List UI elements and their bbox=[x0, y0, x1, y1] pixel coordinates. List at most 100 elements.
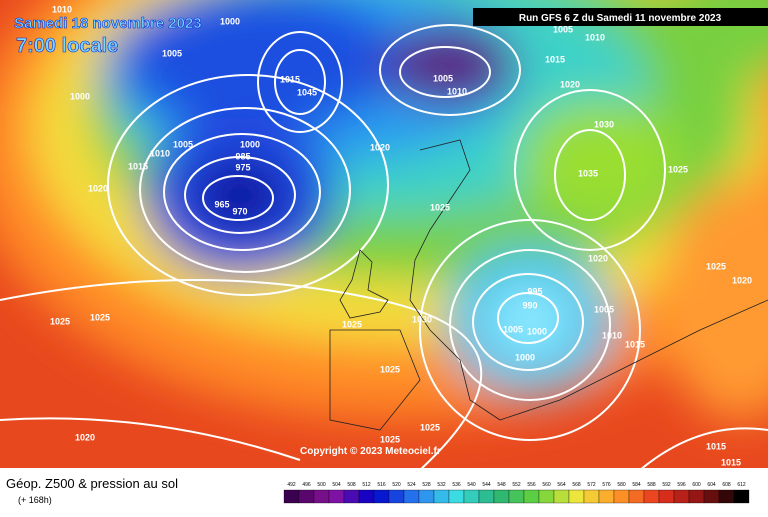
legend-label: 576 bbox=[602, 482, 611, 488]
legend-swatch bbox=[418, 489, 435, 504]
legend-swatch bbox=[373, 489, 390, 504]
isobar-label: 1025 bbox=[90, 312, 110, 322]
legend-swatch bbox=[598, 489, 615, 504]
legend-label: 536 bbox=[452, 482, 461, 488]
isobar-label: 1010 bbox=[52, 4, 72, 14]
legend-label: 544 bbox=[482, 482, 491, 488]
legend-label: 556 bbox=[527, 482, 536, 488]
isobar-label: 1020 bbox=[732, 275, 752, 285]
isobar-label: 1020 bbox=[588, 253, 608, 263]
isobar-label: 1005 bbox=[162, 48, 182, 58]
legend-swatch bbox=[298, 489, 315, 504]
isobar-label: 1000 bbox=[240, 139, 260, 149]
isobar-label: 1015 bbox=[280, 74, 300, 84]
legend-label: 592 bbox=[662, 482, 671, 488]
isobar-label: 1005 bbox=[433, 73, 453, 83]
run-info: Run GFS 6 Z du Samedi 11 novembre 2023 bbox=[519, 13, 722, 24]
legend-label: 612 bbox=[737, 482, 746, 488]
legend-swatch bbox=[478, 489, 495, 504]
isobar-label: 995 bbox=[527, 286, 542, 296]
legend-label: 520 bbox=[392, 482, 401, 488]
legend-swatch bbox=[403, 489, 420, 504]
isobar-label: 1020 bbox=[75, 432, 95, 442]
isobar-label: 1025 bbox=[380, 434, 400, 444]
legend-label: 500 bbox=[317, 482, 326, 488]
legend-label: 492 bbox=[287, 482, 296, 488]
legend-swatch bbox=[493, 489, 510, 504]
field bbox=[0, 0, 768, 468]
isobar-label: 1010 bbox=[602, 330, 622, 340]
isobar-label: 1005 bbox=[594, 304, 614, 314]
legend-swatch bbox=[673, 489, 690, 504]
isobar-label: 1005 bbox=[173, 139, 193, 149]
legend-label: 512 bbox=[362, 482, 371, 488]
legend-swatch bbox=[718, 489, 735, 504]
legend-label: 604 bbox=[707, 482, 716, 488]
isobar-label: 985 bbox=[235, 151, 250, 161]
legend-label: 600 bbox=[692, 482, 701, 488]
isobar-label: 1015 bbox=[128, 161, 148, 171]
legend-label: 588 bbox=[647, 482, 656, 488]
isobar-label: 1005 bbox=[503, 324, 523, 334]
legend-swatch bbox=[508, 489, 525, 504]
legend-swatch bbox=[583, 489, 600, 504]
isobars bbox=[0, 24, 768, 468]
isobar-label: 1010 bbox=[447, 86, 467, 96]
legend-label: 608 bbox=[722, 482, 731, 488]
legend-swatch bbox=[703, 489, 720, 504]
isobar-label: 1015 bbox=[545, 54, 565, 64]
legend-label: 516 bbox=[377, 482, 386, 488]
legend-label: 568 bbox=[572, 482, 581, 488]
legend-swatch bbox=[658, 489, 675, 504]
isobar-label: 1025 bbox=[50, 316, 70, 326]
legend-swatch bbox=[343, 489, 360, 504]
isobar-label: 1025 bbox=[380, 364, 400, 374]
legend-label: 504 bbox=[332, 482, 341, 488]
legend-label: 580 bbox=[617, 482, 626, 488]
isobar-label: 1025 bbox=[430, 202, 450, 212]
legend-label: 548 bbox=[497, 482, 506, 488]
copyright: Copyright © 2023 Meteociel.fr bbox=[300, 446, 441, 457]
legend-swatch bbox=[463, 489, 480, 504]
isobar-label: 1030 bbox=[594, 119, 614, 129]
isobar-label: 1020 bbox=[560, 79, 580, 89]
isobar-label: 1030 bbox=[412, 314, 432, 324]
isobar-label: 1010 bbox=[150, 148, 170, 158]
isobar-label: 970 bbox=[232, 206, 247, 216]
legend-swatch bbox=[688, 489, 705, 504]
isobar-label: 1045 bbox=[297, 87, 317, 97]
isobar-label: 1020 bbox=[370, 142, 390, 152]
legend-swatch bbox=[283, 489, 300, 504]
coastlines bbox=[329, 139, 768, 431]
isobar-label: 1000 bbox=[515, 352, 535, 362]
isobar-label: 990 bbox=[522, 300, 537, 310]
valid-time: 7:00 locale bbox=[16, 35, 118, 57]
isobar-label: 1015 bbox=[706, 441, 726, 451]
legend-label: 564 bbox=[557, 482, 566, 488]
isobar-label: 1025 bbox=[668, 164, 688, 174]
isobar-label: 1025 bbox=[706, 261, 726, 271]
isobar-label: 1010 bbox=[585, 32, 605, 42]
legend-label: 508 bbox=[347, 482, 356, 488]
legend-label: 532 bbox=[437, 482, 446, 488]
legend: 492 496 500 504 508 512 516 520 524 528 532 536 540 5… bbox=[283, 482, 750, 504]
legend-label: 572 bbox=[587, 482, 596, 488]
isobar-label: 975 bbox=[235, 162, 250, 172]
legend-swatch bbox=[313, 489, 330, 504]
legend-label: 552 bbox=[512, 482, 521, 488]
legend-label: 584 bbox=[632, 482, 641, 488]
legend-swatch bbox=[523, 489, 540, 504]
legend-swatch bbox=[568, 489, 585, 504]
valid-date: Samedi 18 novembre 2023 bbox=[14, 15, 202, 32]
legend-swatch bbox=[733, 489, 750, 504]
legend-swatch bbox=[448, 489, 465, 504]
legend-label: 540 bbox=[467, 482, 476, 488]
legend-swatch bbox=[643, 489, 660, 504]
legend-label: 560 bbox=[542, 482, 551, 488]
legend-label: 528 bbox=[422, 482, 431, 488]
legend-swatch bbox=[433, 489, 450, 504]
legend-swatch bbox=[388, 489, 405, 504]
legend-label: 596 bbox=[677, 482, 686, 488]
legend-label: 496 bbox=[302, 482, 311, 488]
